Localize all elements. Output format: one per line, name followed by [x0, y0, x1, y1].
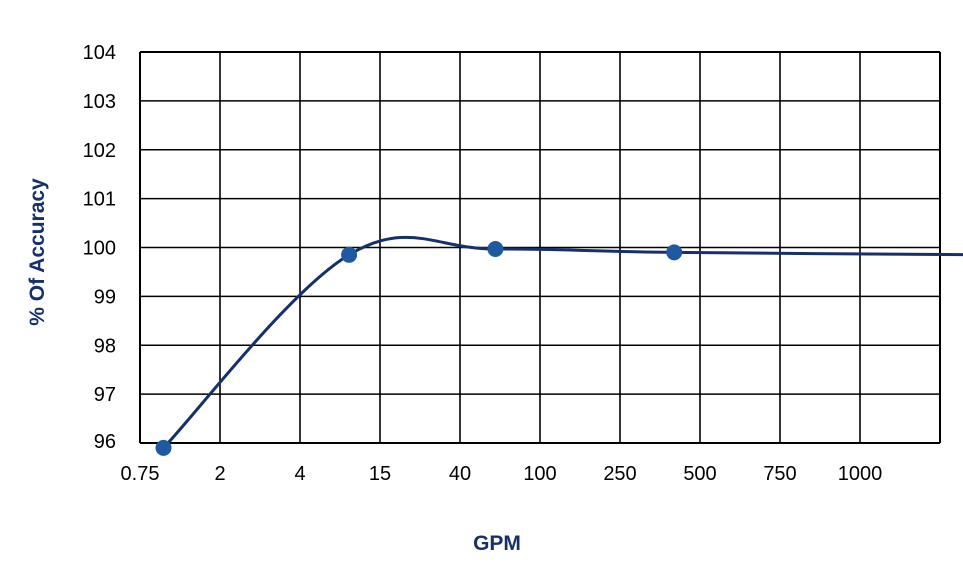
y-tick-label: 96	[94, 431, 116, 453]
y-tick-label: 103	[83, 91, 116, 113]
x-tick-label: 500	[683, 463, 716, 485]
x-axis-ticks: 0.75 2 4 15 40 100 250 500 750 1000	[121, 463, 883, 485]
x-tick-label: 1000	[838, 463, 883, 485]
y-tick-label: 97	[94, 384, 116, 406]
data-point	[666, 244, 683, 261]
data-points	[155, 241, 683, 456]
y-tick-label: 98	[94, 335, 116, 357]
data-point	[155, 439, 172, 456]
x-tick-label: 40	[449, 463, 471, 485]
series-line	[162, 235, 963, 449]
x-tick-label: 4	[294, 463, 305, 485]
x-tick-label: 2	[214, 463, 225, 485]
x-axis-title: GPM	[473, 532, 521, 555]
chart-grid	[139, 51, 941, 444]
y-tick-label: 104	[83, 42, 116, 64]
y-tick-label: 101	[83, 189, 116, 211]
y-tick-label: 100	[83, 238, 116, 260]
y-tick-label: 99	[94, 286, 116, 308]
x-tick-label: 15	[369, 463, 391, 485]
y-axis-ticks: 96 97 98 99 100 101 102 103 104	[83, 42, 116, 453]
y-tick-label: 102	[83, 140, 116, 162]
data-point	[487, 241, 504, 257]
data-point	[341, 246, 358, 263]
x-tick-label: 0.75	[121, 463, 160, 485]
y-axis-title: % Of Accuracy	[26, 178, 49, 326]
x-tick-label: 250	[603, 463, 636, 485]
x-tick-label: 100	[523, 463, 556, 485]
x-tick-label: 750	[763, 463, 796, 485]
